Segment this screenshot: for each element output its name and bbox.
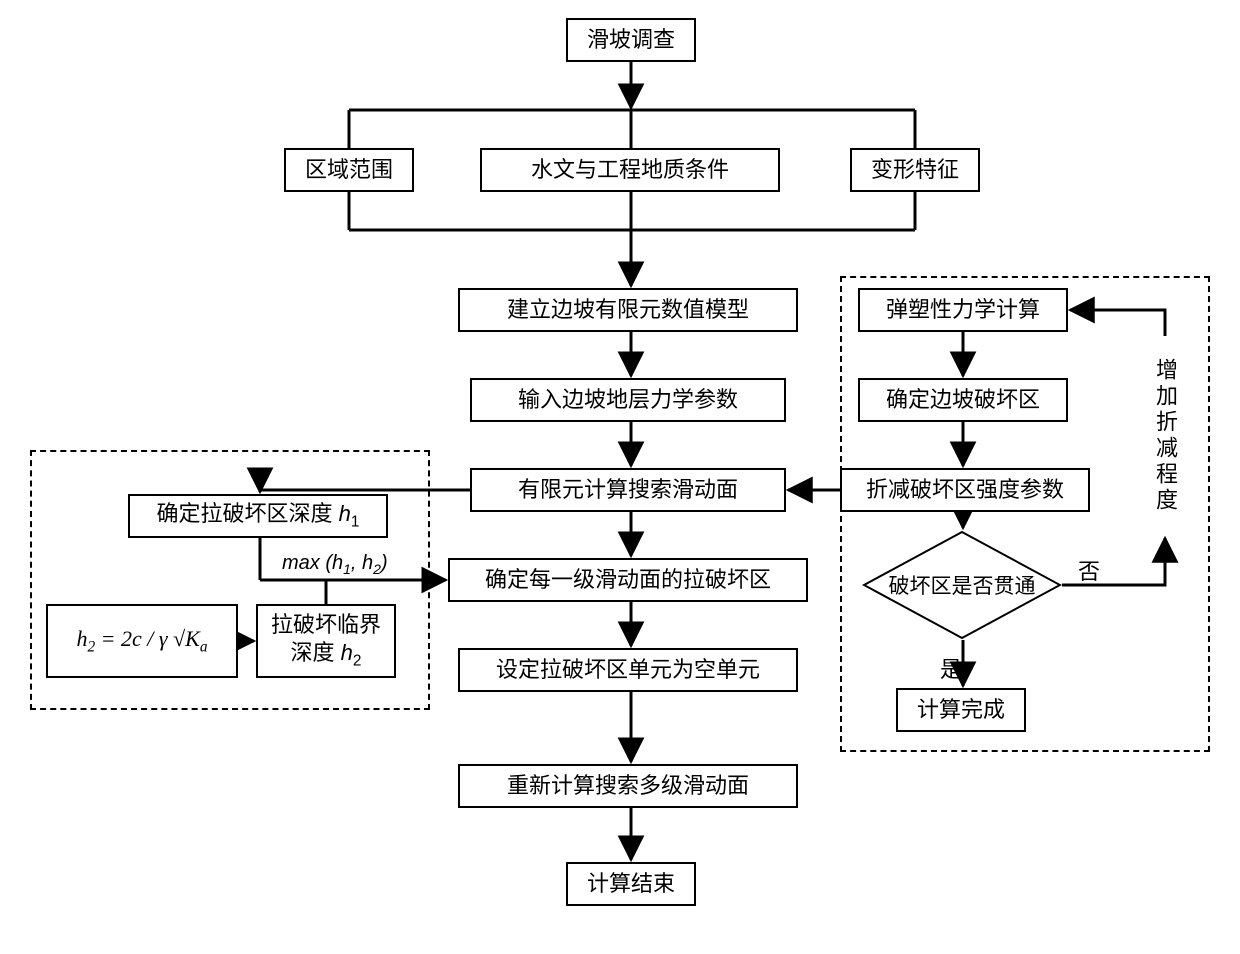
node-r4-diamond: 破坏区是否贯通 [862,530,1062,640]
node-r1: 弹塑性力学计算 [858,288,1068,332]
flowchart-canvas: 滑坡调查 区域范围 水文与工程地质条件 变形特征 建立边坡有限元数值模型 输入边… [0,0,1240,954]
node-n5-text: 建立边坡有限元数值模型 [507,296,749,325]
node-n2: 区域范围 [284,148,414,192]
node-n3: 水文与工程地质条件 [480,148,780,192]
node-n10-text: 重新计算搜索多级滑动面 [507,772,749,801]
node-r3-text: 折减破坏区强度参数 [866,476,1064,505]
node-n4-text: 变形特征 [871,156,959,185]
node-n2-text: 区域范围 [305,156,393,185]
node-n1-text: 滑坡调查 [587,26,675,55]
node-n1: 滑坡调查 [566,18,696,62]
node-n6: 输入边坡地层力学参数 [470,378,786,422]
node-r1-text: 弹塑性力学计算 [886,296,1040,325]
label-no-text: 否 [1078,559,1100,584]
node-n8: 确定每一级滑动面的拉破坏区 [448,558,808,602]
node-n7: 有限元计算搜索滑动面 [470,468,786,512]
node-r2: 确定边坡破坏区 [858,378,1068,422]
node-n5: 建立边坡有限元数值模型 [458,288,798,332]
node-n11: 计算结束 [566,862,696,906]
node-n3-text: 水文与工程地质条件 [531,156,729,185]
node-r5-text: 计算完成 [917,696,1005,725]
node-r4-text: 破坏区是否贯通 [889,570,1036,600]
node-n7-text: 有限元计算搜索滑动面 [518,476,738,505]
node-n11-text: 计算结束 [587,870,675,899]
label-max: max (h1, h2) [282,552,388,577]
node-rv-vertical: 增加折减程度 [1148,336,1182,536]
node-rv-text: 增加折减程度 [1149,358,1181,514]
node-l3-text: h2 = 2c / γ √Ka [76,625,207,657]
node-n9: 设定拉破坏区单元为空单元 [458,648,798,692]
node-r2-text: 确定边坡破坏区 [886,386,1040,415]
node-l1-text: 确定拉破坏区深度 h1 [157,500,360,532]
label-max-text: max (h1, h2) [282,552,388,574]
node-n10: 重新计算搜索多级滑动面 [458,764,798,808]
node-r5: 计算完成 [896,688,1026,732]
node-n9-text: 设定拉破坏区单元为空单元 [496,656,760,685]
node-n8-text: 确定每一级滑动面的拉破坏区 [485,566,771,595]
node-l3-formula: h2 = 2c / γ √Ka [46,604,238,678]
node-l2-text: 拉破坏临界深度 h2 [268,611,384,672]
node-l2: 拉破坏临界深度 h2 [256,604,396,678]
node-n6-text: 输入边坡地层力学参数 [518,386,738,415]
node-r3: 折减破坏区强度参数 [840,468,1090,512]
label-yes: 是 [940,652,962,684]
label-yes-text: 是 [940,657,962,682]
node-l1: 确定拉破坏区深度 h1 [128,494,388,538]
node-n4: 变形特征 [850,148,980,192]
label-no: 否 [1078,554,1100,586]
